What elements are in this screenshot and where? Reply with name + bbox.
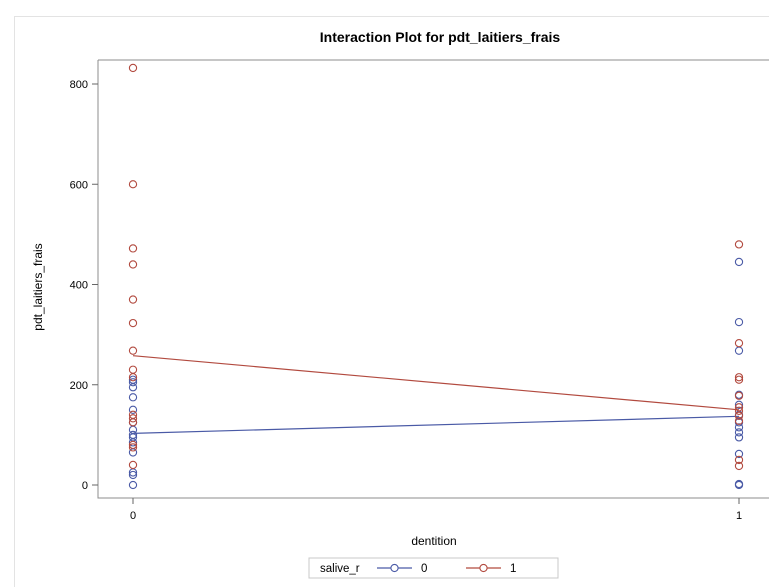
x-tick-label: 0	[130, 510, 136, 522]
point-1	[129, 181, 136, 188]
point-0	[735, 347, 742, 354]
point-1	[129, 64, 136, 71]
point-0	[129, 394, 136, 401]
point-1	[129, 366, 136, 373]
y-tick-label: 800	[70, 79, 88, 91]
legend-label-1: 1	[510, 563, 516, 575]
point-0	[735, 258, 742, 265]
mean-lines	[133, 356, 739, 434]
mean-line-0	[133, 416, 739, 433]
plot-frame	[98, 60, 769, 498]
y-tick-label: 400	[70, 280, 88, 292]
legend-title: salive_r	[320, 563, 360, 575]
legend-marker-1	[480, 564, 487, 571]
point-1	[129, 347, 136, 354]
point-1	[735, 241, 742, 248]
mean-line-1	[133, 356, 739, 410]
legend: salive_r 0 1	[309, 558, 558, 578]
chart-title: Interaction Plot for pdt_laitiers_frais	[320, 29, 561, 45]
y-axis: 0 200 400 600 800	[70, 79, 98, 492]
legend-label-0: 0	[421, 563, 427, 575]
point-1	[129, 245, 136, 252]
point-1	[129, 296, 136, 303]
point-1	[129, 261, 136, 268]
legend-marker-0	[391, 564, 398, 571]
point-0	[735, 434, 742, 441]
y-axis-label: pdt_laitiers_frais	[31, 243, 45, 330]
y-tick-label: 600	[70, 179, 88, 191]
point-1	[129, 461, 136, 468]
point-1	[129, 319, 136, 326]
point-0	[129, 481, 136, 488]
y-tick-label: 200	[70, 380, 88, 392]
point-1	[735, 340, 742, 347]
x-tick-label: 1	[736, 510, 742, 522]
y-tick-label: 0	[82, 480, 88, 492]
point-0	[129, 384, 136, 391]
point-0	[735, 318, 742, 325]
x-axis-label: dentition	[411, 534, 456, 548]
